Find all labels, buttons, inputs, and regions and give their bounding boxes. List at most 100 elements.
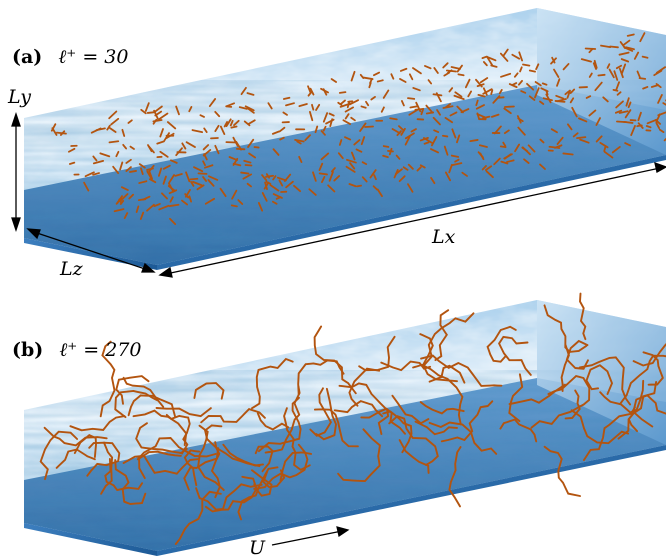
fiber-segment — [148, 164, 155, 172]
fiber-segment — [191, 129, 204, 134]
fiber-segment — [401, 100, 405, 107]
fiber-segment — [603, 150, 614, 159]
fiber-segment — [125, 166, 132, 172]
fiber-segment — [338, 91, 347, 94]
fiber-segment — [588, 72, 593, 78]
fiber-segment — [502, 48, 509, 57]
fiber-segment — [309, 111, 314, 122]
fiber-segment — [391, 128, 401, 135]
fiber-segment — [615, 81, 620, 91]
fiber-segment — [380, 106, 385, 113]
fiber-curve — [419, 401, 465, 415]
fiber-segment — [435, 92, 442, 103]
fiber-segment — [450, 154, 460, 158]
fiber-curve — [420, 354, 503, 387]
flow-arrow-head — [336, 526, 350, 537]
fiber-segment — [181, 142, 187, 150]
fiber-segment — [285, 102, 295, 107]
fiber-segment — [502, 141, 507, 147]
dimension-arrows — [11, 111, 666, 278]
fiber-curve — [508, 373, 524, 422]
fiber-curve — [337, 428, 381, 483]
fiber-segment — [469, 139, 479, 143]
fiber-segment — [407, 183, 414, 193]
fiber-segment — [327, 184, 336, 193]
fiber-segment — [650, 84, 659, 88]
fiber-segment — [481, 55, 488, 60]
fiber-segment — [627, 101, 632, 109]
fiber-segment — [232, 157, 239, 166]
fiber-segment — [556, 98, 567, 103]
fiber-segment — [119, 193, 129, 202]
fiber-segment — [339, 99, 346, 105]
fiber-curve — [585, 364, 614, 395]
fiber-segment — [350, 151, 356, 161]
fiber-segment — [184, 193, 190, 199]
lx-arrow — [165, 167, 661, 275]
fiber-segment — [645, 125, 652, 129]
fiber-segment — [322, 112, 329, 123]
fiber-segment — [144, 102, 150, 112]
fiber-segment — [246, 92, 255, 96]
fiber-segment — [196, 184, 205, 191]
fiber-segment — [140, 167, 144, 175]
fiber-segment — [615, 64, 623, 70]
box-a-bottom-edge — [157, 155, 666, 270]
fiber-curve — [498, 335, 532, 376]
fiber-segment — [158, 204, 170, 211]
fiber-segment — [521, 146, 531, 156]
panel-b-label: (b) ℓ⁺ = 270 — [12, 339, 142, 362]
fiber-curve — [174, 490, 222, 545]
fiber-segment — [655, 66, 666, 74]
fiber-curve — [104, 457, 144, 492]
fiber-curve — [55, 448, 96, 469]
fiber-segment — [399, 67, 408, 72]
fiber-segment — [307, 91, 313, 97]
fiber-curve — [579, 292, 587, 341]
fiber-segment — [539, 163, 546, 170]
fiber-segment — [408, 109, 419, 116]
fiber-curve — [570, 409, 630, 445]
fiber-segment — [298, 103, 308, 108]
fiber-curve — [100, 441, 114, 495]
fiber-segment — [555, 94, 565, 100]
fiber-segment — [272, 200, 278, 205]
fiber-segment — [294, 139, 305, 143]
fiber-segment — [508, 83, 518, 89]
fiber-segment — [219, 125, 226, 136]
fiber-segment — [416, 166, 422, 172]
fiber-segment — [168, 203, 180, 207]
fiber-segment — [597, 73, 606, 77]
fiber-segment — [238, 106, 248, 110]
fiber-segment — [585, 95, 592, 99]
fiber-segment — [578, 117, 588, 123]
fiber-segment — [202, 144, 210, 151]
fiber-curve — [560, 344, 570, 392]
fiber-segment — [263, 181, 270, 190]
fiber-segment — [526, 82, 535, 91]
fiber-segment — [511, 82, 518, 86]
fiber-curve — [114, 459, 147, 505]
fiber-segment — [535, 63, 540, 71]
fiber-segment — [142, 195, 151, 201]
fiber-curve — [279, 451, 313, 482]
panel-a-tag: (a) — [12, 46, 43, 68]
fiber-segment — [121, 128, 126, 137]
fiber-segment — [620, 58, 630, 63]
fiber-segment — [614, 109, 623, 114]
fiber-segment — [140, 108, 147, 115]
fiber-segment — [432, 116, 441, 126]
fiber-curve — [204, 424, 261, 468]
fiber-segment — [613, 70, 619, 81]
fiber-segment — [243, 120, 251, 127]
fiber-curve — [138, 450, 182, 480]
fiber-segment — [658, 128, 665, 133]
fiber-segment — [360, 105, 367, 109]
fiber-segment — [498, 88, 503, 95]
fiber-segment — [569, 88, 576, 94]
fiber-segment — [467, 90, 472, 98]
fiber-segment — [461, 171, 468, 177]
fiber-segment — [95, 127, 106, 132]
fiber-segment — [122, 143, 127, 150]
fiber-segment — [410, 128, 417, 133]
